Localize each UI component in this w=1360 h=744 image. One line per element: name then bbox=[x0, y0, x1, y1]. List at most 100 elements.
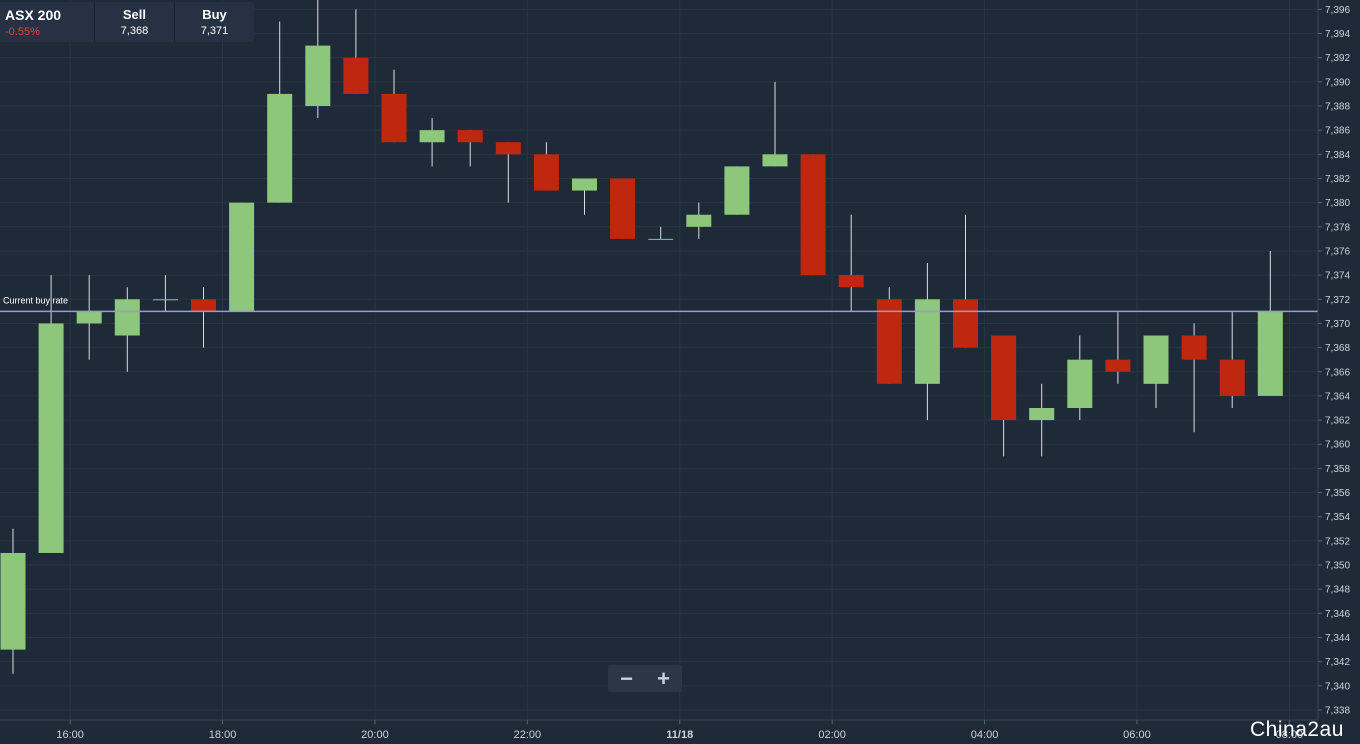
candle bbox=[305, 0, 331, 119]
candle-body bbox=[724, 166, 750, 215]
candle bbox=[991, 335, 1017, 457]
price-tick-label: 7,342 bbox=[1325, 657, 1350, 668]
candle-body bbox=[762, 154, 788, 167]
sell-button[interactable]: Sell 7,368 bbox=[95, 2, 175, 42]
time-tick-label: 20:00 bbox=[361, 729, 389, 741]
time-tick-label: 06:00 bbox=[1123, 729, 1151, 741]
price-tick-label: 7,382 bbox=[1325, 174, 1350, 185]
candle bbox=[762, 81, 788, 167]
candle-body bbox=[1219, 359, 1245, 396]
candle bbox=[267, 21, 293, 203]
current-buy-rate-label: Current buy rate bbox=[3, 295, 68, 305]
candles bbox=[0, 0, 1283, 674]
candle-body bbox=[1257, 311, 1283, 396]
price-tick-label: 7,360 bbox=[1325, 440, 1350, 451]
candle bbox=[876, 287, 902, 384]
sell-label: Sell bbox=[122, 7, 146, 22]
price-tick-label: 7,354 bbox=[1325, 512, 1350, 523]
price-tick-label: 7,372 bbox=[1325, 295, 1350, 306]
price-tick-label: 7,396 bbox=[1325, 5, 1350, 16]
candle-body bbox=[381, 93, 407, 143]
price-tick-label: 7,390 bbox=[1325, 77, 1350, 88]
time-axis-background bbox=[0, 720, 1318, 744]
price-tick-label: 7,384 bbox=[1325, 150, 1350, 161]
price-tick-label: 7,368 bbox=[1325, 343, 1350, 354]
candle bbox=[1257, 250, 1283, 396]
buy-price: 7,371 bbox=[200, 25, 229, 37]
instrument-name: ASX 200 bbox=[5, 6, 62, 23]
candle bbox=[800, 154, 826, 276]
candle-body bbox=[876, 299, 902, 384]
time-tick-label: 08:00 bbox=[1276, 729, 1304, 741]
candle bbox=[724, 166, 750, 215]
candle-body bbox=[533, 154, 559, 191]
time-tick-label: 02:00 bbox=[818, 729, 846, 741]
candle-body bbox=[76, 311, 102, 324]
candle bbox=[457, 130, 483, 167]
price-tick-label: 7,358 bbox=[1325, 464, 1350, 475]
time-tick-label: 16:00 bbox=[56, 729, 84, 741]
candle bbox=[229, 202, 255, 312]
candle-body bbox=[1143, 335, 1169, 384]
candle-body bbox=[686, 214, 712, 227]
time-tick-label: 18:00 bbox=[209, 729, 237, 741]
candle-body bbox=[114, 299, 140, 336]
price-tick-label: 7,380 bbox=[1325, 198, 1350, 209]
time-tick-label: 04:00 bbox=[971, 729, 999, 741]
instrument-change: -0.55% bbox=[5, 25, 40, 38]
candle-body bbox=[152, 299, 178, 301]
candle bbox=[1029, 383, 1055, 457]
candle-body bbox=[38, 323, 64, 553]
price-tick-label: 7,362 bbox=[1325, 416, 1350, 427]
candle bbox=[1143, 335, 1169, 408]
instrument-cell[interactable]: ASX 200 -0.55% bbox=[0, 2, 95, 42]
candle-body bbox=[267, 93, 293, 203]
price-tick-label: 7,376 bbox=[1325, 246, 1350, 257]
candle bbox=[953, 214, 978, 348]
candle bbox=[381, 69, 407, 143]
price-tick-label: 7,366 bbox=[1325, 367, 1350, 378]
candle-body bbox=[419, 130, 445, 143]
candle-body bbox=[572, 178, 597, 191]
candle-body bbox=[1105, 359, 1131, 372]
candle bbox=[76, 275, 102, 360]
candle bbox=[686, 202, 712, 239]
candle bbox=[419, 118, 445, 167]
candle bbox=[533, 142, 559, 191]
buy-label: Buy bbox=[202, 7, 227, 22]
price-axis-background bbox=[1318, 0, 1360, 744]
time-axis: 16:00 18:00 20:00 22:00 11/18 02:00 04:00 06:00… bbox=[0, 719, 1318, 744]
candle-body bbox=[610, 178, 636, 239]
buy-button[interactable]: Buy 7,371 bbox=[175, 2, 254, 42]
candle bbox=[610, 178, 636, 239]
candle-body bbox=[991, 335, 1017, 421]
candle-body bbox=[648, 238, 674, 240]
watermark-text: China2au bbox=[1250, 718, 1344, 741]
candle-body bbox=[305, 45, 331, 106]
candle bbox=[572, 178, 597, 215]
instrument-panel: ASX 200 -0.55% Sell 7,368 Buy 7,371 bbox=[0, 2, 254, 42]
price-tick-label: 7,378 bbox=[1325, 222, 1350, 233]
grid-lines bbox=[0, 0, 1318, 720]
candle-body bbox=[191, 299, 216, 312]
sell-price: 7,368 bbox=[120, 25, 149, 37]
candle-body bbox=[838, 275, 864, 288]
price-tick-label: 7,352 bbox=[1325, 536, 1350, 547]
price-axis: 7,338 7,340 7,342 7,344 7,346 7,348 7,350 7,352… bbox=[1317, 0, 1360, 744]
candle-body bbox=[0, 552, 26, 650]
zoom-out-button[interactable]: − bbox=[620, 666, 633, 691]
zoom-in-button[interactable]: + bbox=[657, 666, 670, 691]
price-tick-label: 7,338 bbox=[1325, 706, 1350, 717]
time-tick-label: 22:00 bbox=[514, 729, 542, 741]
candle bbox=[152, 275, 178, 312]
price-tick-label: 7,386 bbox=[1325, 126, 1350, 137]
price-tick-label: 7,388 bbox=[1325, 102, 1350, 113]
candle bbox=[0, 528, 26, 674]
candle bbox=[1105, 311, 1131, 384]
candle bbox=[343, 9, 369, 94]
candle bbox=[914, 263, 940, 421]
candle-body bbox=[800, 154, 826, 276]
candle-body bbox=[457, 130, 483, 143]
candle bbox=[1181, 323, 1207, 433]
